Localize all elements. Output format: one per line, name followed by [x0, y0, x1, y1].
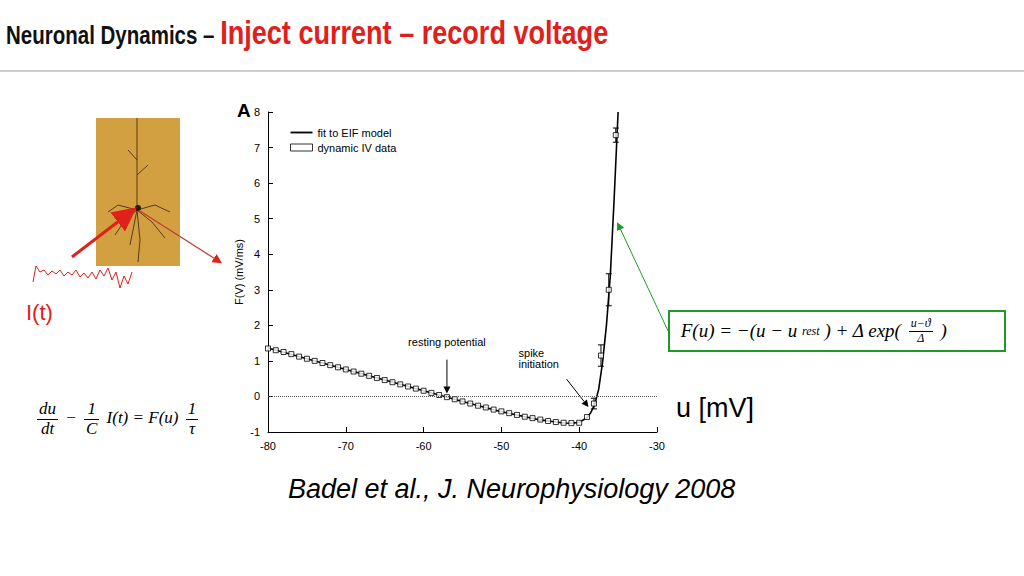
- html-text:F(u) = −(u − urest) + Δ exp( u: F(u) = −(u − urest) + Δ exp( u−ϑ: [676, 316, 931, 341]
- svg-text:resting potential: resting potential: [408, 336, 486, 348]
- svg-text:F(V) (mV/ms): F(V) (mV/ms): [233, 239, 245, 305]
- html-text:Badel et al., J. Neurophysiolo: Badel et al., J. Neurophysiology 2008: [288, 474, 736, 504]
- svg-text:5: 5: [254, 213, 260, 225]
- html-text:I(t): I(t): [26, 300, 53, 325]
- svg-text:3: 3: [254, 284, 260, 296]
- svg-text:-30: -30: [649, 440, 665, 452]
- html-text:u [mV]: u [mV]: [676, 393, 754, 423]
- html-text:dt − 1: dt − 1: [40, 399, 96, 438]
- svg-text:0: 0: [254, 390, 260, 402]
- svg-text:fit to EIF model: fit to EIF model: [318, 127, 392, 139]
- svg-text:7: 7: [254, 142, 260, 154]
- html-text:Δ: Δ: [917, 330, 925, 345]
- html-text:τ: τ: [188, 418, 195, 438]
- svg-text:-40: -40: [571, 440, 587, 452]
- svg-text:2: 2: [254, 319, 260, 331]
- svg-text:8: 8: [254, 106, 260, 118]
- svg-text:1: 1: [254, 355, 260, 367]
- svg-text:-70: -70: [338, 440, 354, 452]
- svg-text:spike: spike: [518, 346, 548, 359]
- svg-text:initiation: initiation: [519, 358, 559, 370]
- html-text:C I(t) = F(u) 1: C I(t) = F(u) 1: [86, 399, 197, 438]
- svg-text:-80: -80: [260, 440, 276, 452]
- svg-text:-1: -1: [250, 426, 260, 438]
- svg-text:-60: -60: [416, 440, 432, 452]
- html-text:du: du: [39, 399, 56, 418]
- svg-text:-50: -50: [493, 440, 509, 452]
- svg-text:6: 6: [254, 177, 260, 189]
- svg-text:A: A: [237, 100, 251, 121]
- svg-text:4: 4: [254, 248, 260, 260]
- svg-text:dynamic IV data: dynamic IV data: [318, 142, 398, 154]
- html-text:Neuronal Dynamics –Inject curr: Neuronal Dynamics –Inject current – reco…: [6, 14, 609, 51]
